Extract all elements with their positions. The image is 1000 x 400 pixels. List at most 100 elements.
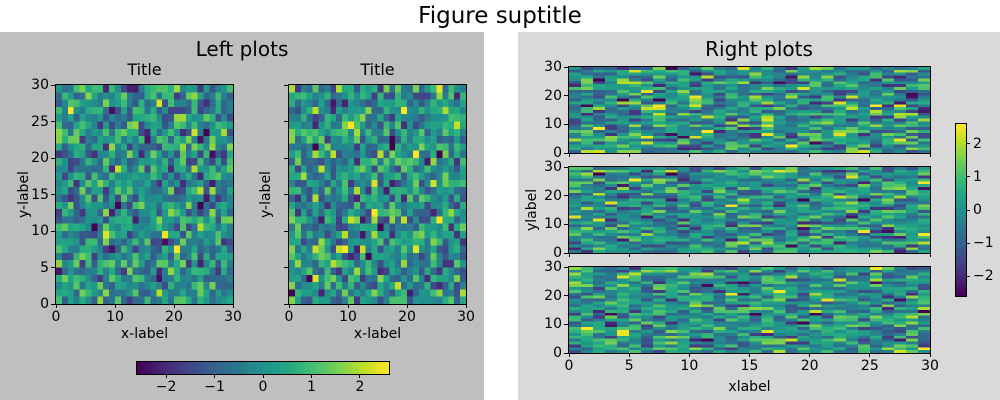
right-heatmap-3-axes: 0 5 10 15 20 25 30 0 10 20 30	[544, 260, 939, 373]
y-tick-label: 30	[544, 159, 562, 175]
x-tick-mark	[688, 253, 690, 257]
colorbar-tick-mark	[214, 374, 216, 378]
y-tick-mark	[51, 84, 55, 86]
x-tick-label: 30	[224, 309, 242, 325]
x-tick-mark	[869, 153, 871, 157]
left-heatmap-2-xlabel: x-label	[353, 326, 402, 342]
y-tick-mark	[564, 152, 568, 154]
y-tick-label: 10	[544, 116, 562, 133]
x-tick-mark	[749, 253, 750, 257]
x-tick-mark	[688, 153, 690, 157]
x-tick-mark	[929, 253, 931, 257]
left-subfigure: Left plots 0 10 20 30 0 5 10 15 20 25 30 Title x-l…	[0, 32, 484, 400]
y-tick-label: 10	[544, 216, 562, 233]
x-tick-mark	[568, 153, 570, 157]
colorbar-tick-mark	[359, 374, 361, 378]
x-tick-label: 10	[106, 309, 124, 325]
right-subfigure: Right plots 0 10 20 30 0 10 20 30 0 5 10 15 20 25 30…	[518, 32, 1000, 400]
left-heatmap-1-axes: 0 10 20 30 0 5 10 15 20 25 30	[31, 78, 242, 324]
left-heatmap-2-title: Title	[360, 60, 395, 79]
x-tick-mark	[809, 153, 811, 157]
x-tick-mark	[809, 253, 811, 257]
y-tick-mark	[564, 223, 568, 225]
right-bottom-xlabel: xlabel	[728, 379, 771, 395]
y-tick-mark	[564, 352, 568, 354]
colorbar-tick-mark	[966, 143, 970, 145]
y-tick-mark	[284, 121, 288, 122]
y-tick-label: 0	[553, 345, 562, 361]
x-tick-label: 30	[457, 309, 475, 325]
x-tick-label: 10	[339, 309, 357, 325]
right-colorbar: 2 1 0 −1 −2	[955, 123, 994, 297]
y-tick-mark	[564, 166, 568, 168]
colorbar-tick-label: −2	[155, 379, 177, 395]
heatmap-left-1	[56, 85, 233, 304]
y-tick-mark	[564, 66, 568, 68]
x-tick-label: 0	[284, 309, 294, 325]
colorbar-tick-mark	[262, 374, 264, 378]
x-tick-label: 20	[165, 309, 183, 325]
x-tick-mark	[628, 353, 630, 357]
x-tick-mark	[114, 304, 116, 308]
y-tick-label: 15	[31, 186, 49, 203]
y-tick-label: 30	[544, 259, 562, 275]
colorbar-tick-mark	[310, 374, 312, 378]
x-tick-label: 5	[624, 358, 634, 374]
colorbar-tick-label: 0	[973, 202, 982, 218]
y-tick-label: 10	[544, 316, 562, 333]
right-heatmap-1-axes: 0 10 20 30	[544, 60, 931, 160]
colorbar-tick-label: 0	[258, 379, 268, 395]
y-tick-mark	[51, 267, 55, 268]
x-tick-mark	[628, 153, 630, 157]
x-tick-mark	[568, 353, 570, 357]
y-tick-label: 10	[31, 223, 49, 239]
colorbar-tick-mark	[966, 275, 970, 277]
colorbar-tick-label: 1	[306, 379, 316, 395]
left-group-title: Left plots	[195, 37, 289, 61]
y-tick-label: 20	[544, 87, 562, 104]
colorbar-tick-mark	[966, 209, 970, 211]
left-heatmap-1-ylabel: y-label	[16, 171, 32, 218]
colorbar-tick-mark	[966, 242, 970, 244]
x-tick-label: 10	[680, 358, 699, 374]
y-tick-mark	[564, 95, 568, 97]
y-tick-mark	[564, 266, 568, 268]
y-tick-mark	[284, 230, 288, 232]
y-tick-mark	[51, 121, 55, 122]
y-tick-mark	[51, 230, 55, 232]
x-tick-mark	[749, 153, 750, 157]
x-tick-label: 20	[800, 358, 819, 374]
y-tick-mark	[284, 157, 288, 159]
colorbar-tick-label: −1	[204, 379, 225, 395]
right-middle-ylabel: ylabel	[524, 188, 540, 232]
y-tick-mark	[564, 195, 568, 197]
left-heatmap-1-title: Title	[127, 60, 162, 79]
x-tick-mark	[173, 304, 175, 308]
y-tick-label: 25	[31, 113, 49, 130]
left-colorbar: −2 −1 0 1 2	[136, 361, 390, 394]
y-tick-label: 0	[40, 296, 49, 312]
colorbar-tick-label: 1	[973, 168, 982, 185]
x-tick-mark	[55, 304, 57, 308]
left-heatmap-1-xlabel: x-label	[120, 326, 169, 342]
y-tick-label: 30	[31, 77, 49, 93]
y-tick-mark	[284, 194, 288, 195]
y-tick-mark	[51, 194, 55, 195]
x-tick-mark	[929, 153, 931, 157]
figure-suptitle: Figure suptitle	[418, 3, 582, 29]
colorbar-tick-label: 2	[355, 379, 365, 395]
y-tick-label: 5	[40, 259, 49, 276]
colorbar-tick-mark	[165, 374, 167, 378]
heatmap-right-2	[569, 167, 930, 253]
x-tick-mark	[347, 304, 349, 308]
x-tick-mark	[929, 353, 931, 357]
y-tick-mark	[284, 267, 288, 268]
y-tick-mark	[51, 303, 55, 305]
colorbar-tick-label: 2	[973, 135, 982, 152]
left-heatmap-2-axes: 0 10 20 30	[284, 84, 475, 324]
y-tick-mark	[284, 303, 288, 305]
left-heatmap-2-ylabel: y-label	[258, 171, 274, 218]
x-tick-label: 0	[564, 358, 574, 374]
colorbar-tick-label: −1	[973, 235, 994, 252]
